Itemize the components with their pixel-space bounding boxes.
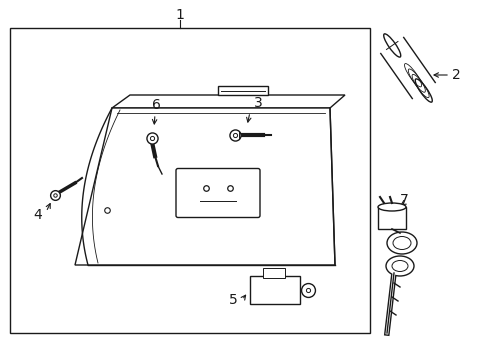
Polygon shape bbox=[218, 86, 267, 95]
Ellipse shape bbox=[391, 261, 407, 271]
Polygon shape bbox=[112, 95, 345, 108]
Text: 5: 5 bbox=[229, 293, 238, 307]
Ellipse shape bbox=[392, 237, 410, 249]
Text: 3: 3 bbox=[253, 96, 262, 110]
Text: 2: 2 bbox=[451, 68, 460, 82]
Ellipse shape bbox=[385, 256, 413, 276]
Ellipse shape bbox=[386, 232, 416, 254]
Bar bbox=[377, 207, 405, 229]
Text: 6: 6 bbox=[151, 98, 160, 112]
Polygon shape bbox=[75, 108, 334, 265]
FancyBboxPatch shape bbox=[176, 168, 260, 217]
Ellipse shape bbox=[383, 34, 400, 57]
Bar bbox=[249, 276, 299, 304]
Ellipse shape bbox=[414, 79, 431, 102]
Text: 4: 4 bbox=[34, 208, 42, 222]
Text: 1: 1 bbox=[175, 8, 184, 22]
Ellipse shape bbox=[377, 203, 405, 211]
Text: 7: 7 bbox=[399, 193, 408, 207]
Bar bbox=[263, 268, 285, 278]
Bar bbox=[10, 28, 369, 333]
